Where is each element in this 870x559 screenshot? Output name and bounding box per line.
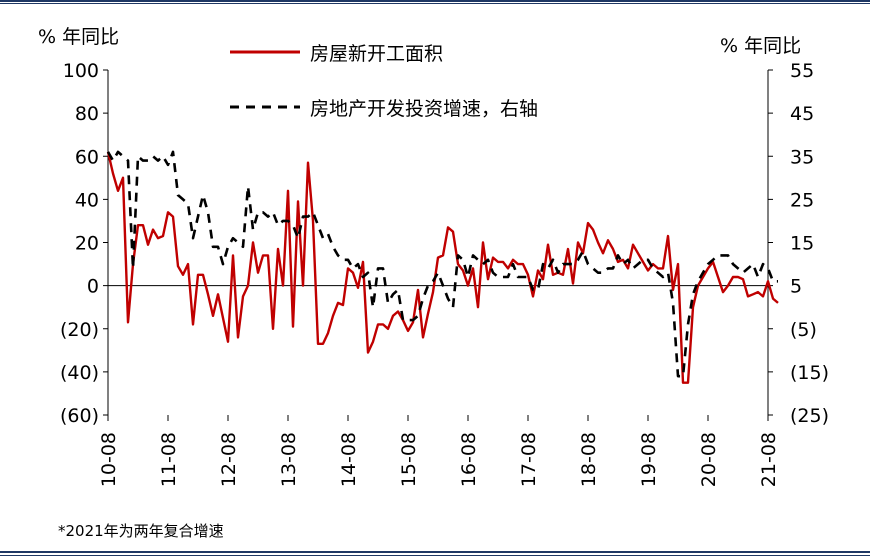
left-tick-label: 40: [75, 189, 99, 211]
left-tick-label: 20: [75, 233, 99, 255]
left-tick-label: 60: [75, 146, 99, 168]
x-tick-label: 12-08: [218, 432, 240, 487]
legend: 房屋新开工面积 房地产开发投资增速，右轴: [230, 43, 538, 120]
series-line-investment: [106, 150, 778, 378]
x-tick-label: 18-08: [578, 432, 600, 487]
left-tick-label: 100: [63, 60, 99, 82]
left-tick-label: 0: [87, 276, 99, 298]
axes-layer: (60) (40) (20) 0 20 40 60 80 100 (25) (15) (5) 5 15 25…: [60, 60, 829, 487]
bottom-border-line: [0, 551, 870, 559]
legend-label-new-construction: 房屋新开工面积: [310, 43, 443, 65]
top-border-line: [0, 0, 870, 6]
series-line-new-construction: [106, 151, 779, 384]
footnote: *2021年为两年复合增速: [58, 522, 224, 540]
x-tick-label: 16-08: [458, 432, 480, 487]
x-tick-label: 21-08: [758, 432, 780, 487]
left-tick-label: 80: [75, 103, 99, 125]
left-tick-label: (20): [60, 319, 99, 341]
right-tick-label: (5): [790, 319, 817, 341]
x-tick-label: 14-08: [338, 432, 360, 487]
right-tick-label: (15): [790, 362, 829, 384]
x-tick-label: 19-08: [638, 432, 660, 487]
x-tick-label: 11-08: [158, 432, 180, 487]
x-tick-label: 17-08: [518, 432, 540, 487]
right-axis-unit: % 年同比: [720, 35, 801, 57]
right-tick-label: 5: [790, 276, 802, 298]
right-tick-label: 55: [790, 60, 814, 82]
right-tick-label: 45: [790, 103, 814, 125]
legend-label-investment: 房地产开发投资增速，右轴: [310, 98, 538, 120]
right-tick-label: 25: [790, 189, 814, 211]
left-tick-label: (60): [60, 405, 99, 427]
x-tick-label: 15-08: [398, 432, 420, 487]
right-tick-label: 35: [790, 146, 814, 168]
right-tick-label: (25): [790, 405, 829, 427]
x-tick-label: 13-08: [278, 432, 300, 487]
right-tick-label: 15: [790, 233, 814, 255]
series-layer: [106, 150, 779, 384]
left-axis-unit: % 年同比: [38, 26, 119, 48]
x-tick-label: 20-08: [698, 432, 720, 487]
x-tick-label: 10-08: [98, 432, 120, 487]
left-tick-label: (40): [60, 362, 99, 384]
